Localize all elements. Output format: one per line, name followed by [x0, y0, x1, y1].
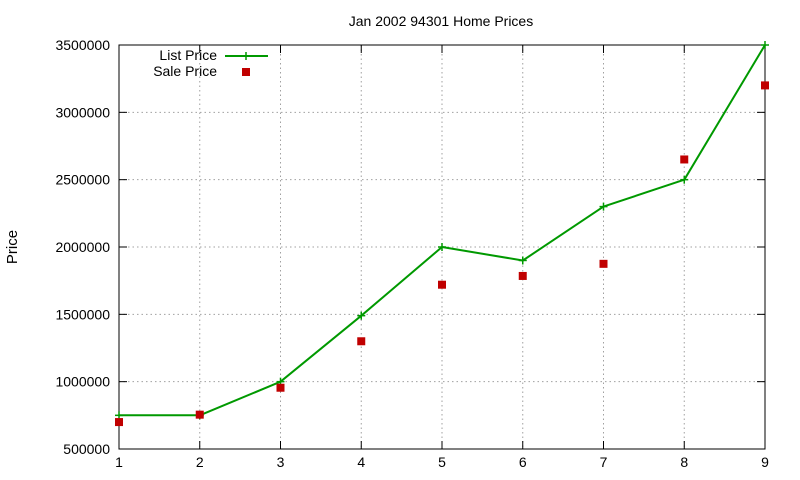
list-price-point — [357, 311, 366, 320]
sale-price-point — [357, 337, 366, 346]
list-price-point — [761, 41, 769, 49]
sale-price-point — [276, 383, 285, 392]
legend-label-sale-price: Sale Price — [153, 63, 217, 79]
list-price-point — [115, 411, 123, 420]
x-tick-label: 3 — [277, 454, 285, 470]
x-tick-label: 2 — [196, 454, 204, 470]
sale-price-point — [680, 155, 689, 164]
sale-price-point — [195, 410, 204, 419]
list-price-point — [438, 243, 446, 251]
list-price-point — [518, 256, 527, 265]
y-tick-label: 3500000 — [55, 37, 110, 53]
sale-price-point — [761, 81, 769, 90]
y-tick-label: 500000 — [63, 441, 110, 457]
sale-price-point — [518, 271, 527, 280]
x-tick-label: 4 — [357, 454, 365, 470]
y-tick-label: 3000000 — [55, 104, 110, 120]
x-tick-label: 8 — [680, 454, 688, 470]
legend-marker-list-price — [242, 52, 250, 60]
series — [115, 41, 769, 427]
legend-label-list-price: List Price — [159, 47, 217, 63]
list-price-point — [680, 175, 689, 184]
sale-price-point — [599, 259, 608, 268]
sale-price-point — [438, 280, 446, 289]
x-tick-label: 6 — [519, 454, 527, 470]
x-tick-label: 7 — [600, 454, 608, 470]
legend-marker-sale-price — [242, 68, 250, 76]
x-tick-label: 5 — [438, 454, 446, 470]
y-tick-label: 2500000 — [55, 172, 110, 188]
y-tick-label: 1500000 — [55, 306, 110, 322]
x-tick-label: 1 — [115, 454, 123, 470]
sale-price-point — [115, 418, 123, 427]
list-price-point — [599, 202, 608, 211]
y-tick-label: 2000000 — [55, 239, 110, 255]
y-axis-label: Price — [4, 230, 21, 264]
axis-ticks: 500000 1000000 1500000 2000000 2500000 300000… — [55, 37, 769, 470]
y-tick-label: 1000000 — [55, 374, 110, 390]
chart-title: Jan 2002 94301 Home Prices — [349, 13, 533, 29]
x-tick-label: 9 — [761, 454, 769, 470]
